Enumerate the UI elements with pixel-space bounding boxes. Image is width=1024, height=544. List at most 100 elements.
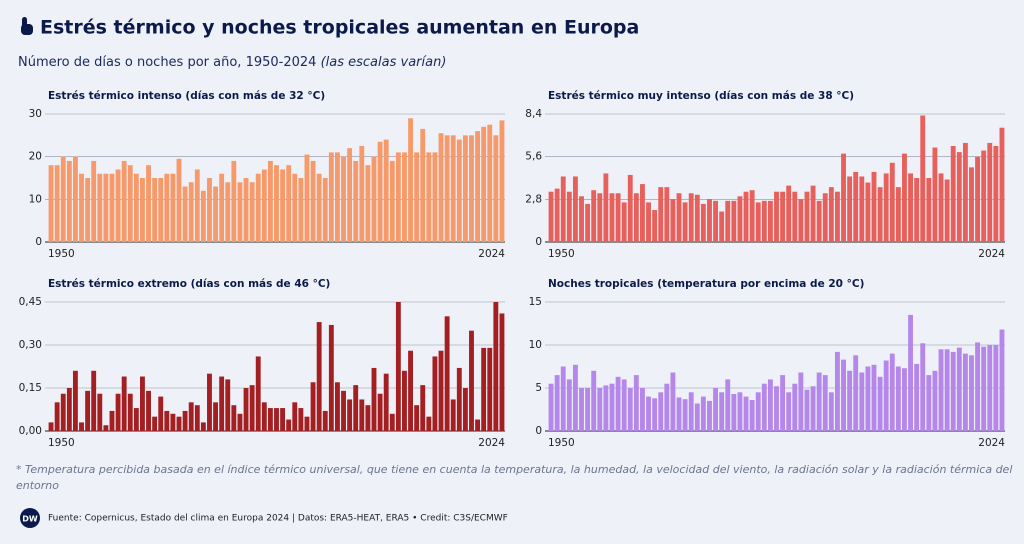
bar: [219, 376, 225, 431]
bar: [462, 388, 468, 431]
bar: [146, 165, 151, 242]
bar: [895, 187, 901, 242]
bar: [152, 178, 158, 242]
chart-title: Estrés térmico extremo (días con más de …: [48, 278, 330, 290]
bar: [597, 388, 603, 431]
bar: [834, 191, 840, 242]
bar: [60, 393, 66, 431]
bar: [847, 176, 853, 242]
bar: [322, 178, 328, 242]
bar: [615, 193, 621, 242]
bar: [377, 141, 383, 242]
bar: [981, 150, 987, 242]
footnote: * Temperatura percibida basada en el índ…: [16, 463, 1013, 492]
bar: [158, 396, 164, 431]
bar: [633, 375, 639, 431]
bar: [426, 416, 432, 431]
bar: [688, 392, 694, 431]
title: Estrés térmico y noches tropicales aumen…: [40, 17, 639, 39]
bar: [774, 386, 779, 431]
bar: [640, 388, 645, 431]
bar: [207, 178, 212, 242]
bar: [560, 366, 566, 431]
bar: [359, 146, 365, 242]
bar: [932, 370, 938, 431]
bar: [389, 160, 395, 242]
bar: [895, 366, 901, 431]
bar: [633, 193, 639, 242]
bar: [152, 416, 158, 431]
bar: [371, 367, 377, 431]
bar: [828, 187, 834, 242]
bar: [225, 182, 231, 242]
y-tick-label: 5,6: [525, 151, 542, 163]
logo: DW: [22, 515, 38, 524]
bar: [962, 353, 968, 431]
bar: [456, 139, 462, 242]
bar: [469, 330, 474, 431]
bar: [426, 152, 432, 242]
bar: [438, 133, 444, 242]
bar: [133, 173, 139, 242]
bar: [91, 160, 97, 242]
bar: [767, 200, 773, 242]
bar: [243, 388, 249, 431]
bar: [481, 347, 487, 431]
bar: [109, 410, 115, 431]
bar: [822, 375, 828, 431]
bar: [956, 347, 962, 431]
bar: [72, 370, 78, 431]
bar: [554, 375, 560, 431]
bar: [274, 408, 279, 431]
bar: [841, 153, 846, 242]
bar: [213, 186, 219, 242]
x-tick-label: 2024: [478, 437, 505, 449]
bar: [249, 182, 255, 242]
bar: [255, 356, 261, 431]
bar: [816, 200, 822, 242]
bar: [127, 393, 133, 431]
bar: [877, 376, 883, 431]
bar: [438, 350, 444, 431]
bar: [207, 373, 212, 431]
y-tick-label: 0: [535, 236, 542, 248]
bar: [85, 390, 91, 431]
bar: [170, 413, 176, 431]
bar: [975, 156, 981, 242]
bar: [822, 193, 828, 242]
bar: [585, 388, 591, 431]
bar: [371, 156, 377, 242]
chart-title: Noches tropicales (temperatura por encim…: [548, 278, 864, 290]
y-tick-label: 30: [29, 108, 42, 120]
bar: [395, 302, 401, 431]
bar: [560, 176, 566, 242]
bar: [914, 178, 920, 242]
bar: [79, 173, 84, 242]
bar: [316, 322, 322, 431]
bar: [950, 351, 956, 431]
bar: [798, 199, 804, 242]
bar: [792, 191, 798, 242]
bar: [853, 171, 859, 242]
y-tick-label: 15: [529, 296, 542, 308]
bar: [767, 379, 773, 431]
bar: [280, 408, 286, 431]
bar: [182, 410, 188, 431]
bar: [865, 182, 871, 242]
y-tick-label: 5: [535, 382, 542, 394]
bar: [664, 383, 670, 431]
bar: [883, 173, 889, 242]
bar: [859, 372, 865, 431]
bar: [883, 360, 889, 431]
bar: [987, 142, 993, 242]
bar: [176, 416, 182, 431]
bar: [688, 193, 694, 242]
bar: [609, 383, 615, 431]
bar: [200, 190, 206, 242]
bar: [804, 191, 810, 242]
bar: [298, 178, 304, 242]
bar: [353, 160, 359, 242]
bar: [140, 178, 145, 242]
bar: [414, 405, 420, 431]
